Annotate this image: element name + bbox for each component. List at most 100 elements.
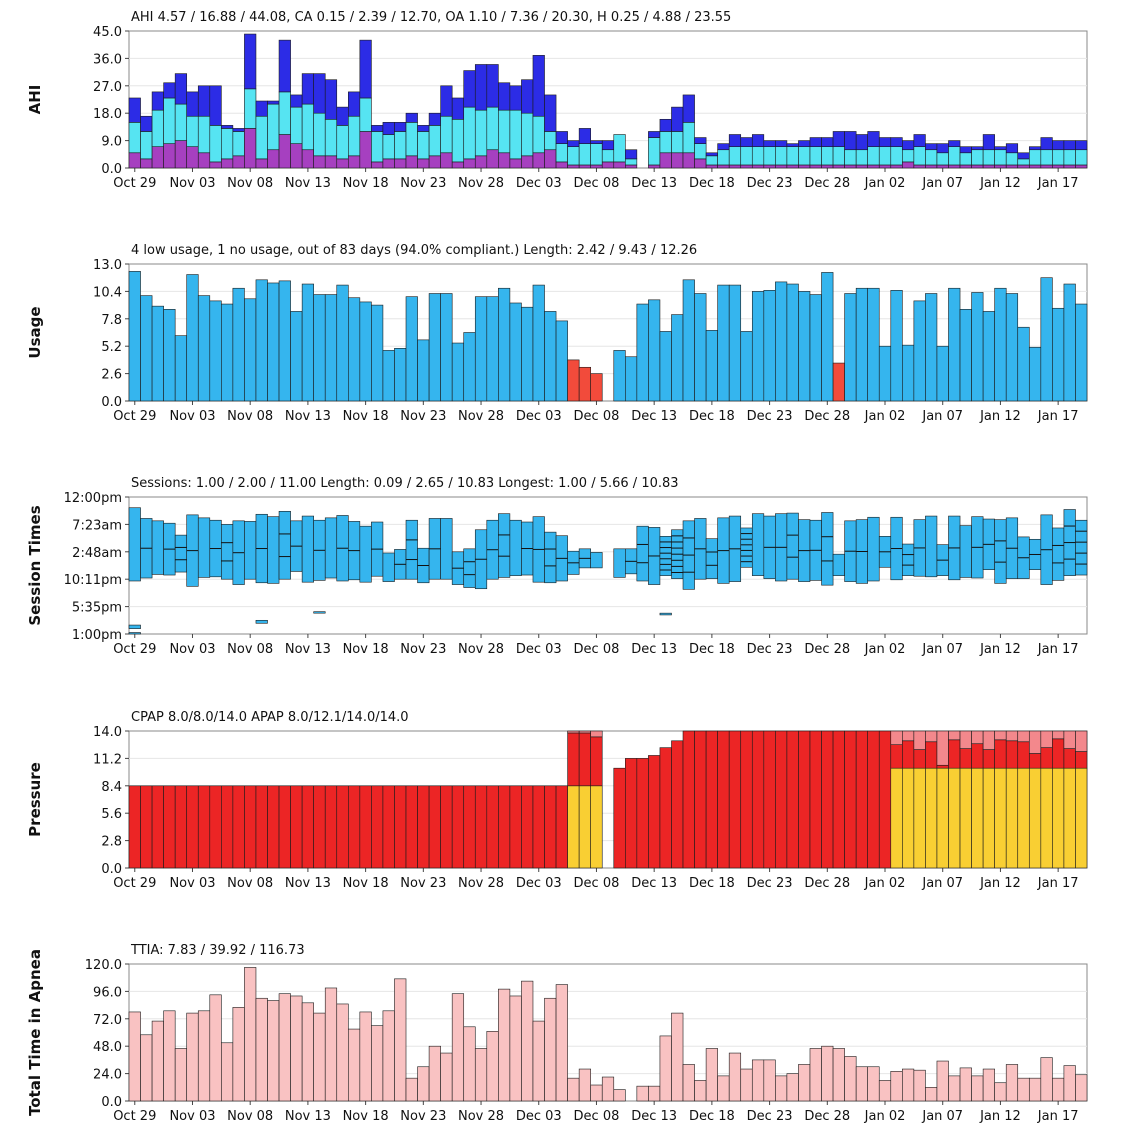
ttia-bar [301,1002,314,1102]
ttia-bar [232,1007,245,1102]
pressure-cpap-bar [290,785,303,869]
pressure-x-tick-label: Jan 02 [864,876,906,891]
ttia-bar [151,1020,164,1102]
ahi-ca-bar [278,134,291,169]
session-bar [751,513,765,576]
ttia-bar [128,1011,141,1102]
ahi-x-tick-label: Nov 28 [458,176,504,191]
pressure-cpap-bar [509,785,522,869]
ahi-y-tick-label: 45.0 [93,25,122,40]
ahi-oa-bar [359,97,372,132]
session-extra [255,619,268,624]
usage-bar [659,331,672,402]
pressure-cpap-bar [267,785,280,869]
ahi-h-bar [405,112,418,123]
ahi-oa-bar [809,146,822,166]
sessions-x-tick-label: Dec 13 [631,642,677,657]
usage-bar [371,304,384,402]
ahi-ca-bar [163,143,176,169]
usage-bar [521,306,534,402]
usage-y-tick-label: 2.6 [101,368,122,383]
ahi-oa-bar [544,131,557,151]
usage-bar [151,305,164,402]
usage-bar [140,295,153,402]
ttia-bar [717,1075,730,1102]
pressure-y-tick-label: 2.8 [101,835,122,850]
ahi-oa-bar [486,106,499,151]
session-bar [359,525,372,583]
pressure-cpap-bar [763,730,776,869]
ahi-h-bar [486,64,499,108]
usage-bar [186,274,199,402]
ahi-h-bar [994,146,1007,151]
pressure-cpap-bar [371,785,384,869]
ahi-oa-bar [451,118,465,163]
ahi-h-bar [163,82,176,99]
ahi-oa-bar [336,125,349,160]
ttia-y-tick-label: 0.0 [101,1095,122,1110]
ahi-ca-bar [197,152,211,169]
pressure-apap-min-bar [590,785,603,869]
ahi-ca-bar [844,164,857,169]
usage-x-tick-label: Jan 07 [921,409,963,424]
ahi-x-tick-label: Oct 29 [113,176,156,191]
pressure-apap-min-bar [1063,767,1076,869]
ahi-oa-bar [971,149,984,166]
session-bar [1052,527,1065,581]
session-bar [301,515,314,583]
usage-x-tick-label: Jan 17 [1037,409,1079,424]
session-bar [544,531,557,584]
usage-bar [324,294,338,402]
pressure-apap-min-bar [1005,767,1019,869]
ttia-x-tick-label: Dec 08 [574,1109,620,1124]
pressure-apap-min-bar [959,767,972,869]
pressure-apap-p95-bar [936,764,949,769]
sessions-x-tick-label: Jan 07 [921,642,963,657]
ahi-h-bar [682,94,695,123]
ahi-oa-bar [601,149,615,163]
ahi-y-tick-label: 27.0 [93,80,122,95]
pressure-x-tick-label: Jan 12 [979,876,1021,891]
ahi-h-bar [521,79,534,114]
ahi-ca-bar [382,158,395,169]
session-bar [267,516,280,584]
pressure-apap-p95-bar [1028,753,1042,769]
ahi-ca-bar [348,155,361,169]
pressure-bars [128,730,1088,869]
ahi-ca-bar [798,164,811,169]
ahi-oa-bar [728,146,742,166]
session-bar [902,543,915,576]
ttia-bar [209,994,222,1102]
usage-bar [855,287,868,402]
ttia-bar [809,1048,822,1102]
pressure-apap-p95-bar [971,743,984,769]
pressure-apap-p95-bar [890,744,903,769]
pressure-cpap-bar [855,730,868,869]
pressure-x-tick-label: Dec 13 [631,876,677,891]
ahi-oa-bar [1017,158,1030,166]
ahi-h-bar [498,82,511,111]
ahi-h-bar [763,140,776,147]
ttia-y-tick-label: 48.0 [93,1040,122,1055]
ahi-y-tick-label: 18.0 [93,107,122,122]
ahi-h-bar [1028,146,1042,151]
ahi-oa-bar [671,131,684,154]
ahi-h-bar [913,134,926,147]
usage-bar [290,311,303,402]
usage-bar [313,294,326,402]
ttia-bar [867,1066,880,1102]
session-extra [313,611,326,614]
ttia-bar [1028,1077,1042,1102]
ttia-bar [913,1069,926,1102]
ttia-bar [474,1048,488,1102]
ahi-oa-bar [625,158,638,166]
ttia-bar [959,1067,972,1102]
pressure-apap-max-bar [1040,730,1053,748]
sessions-y-tick-label: 2:48am [72,546,122,561]
ahi-ca-bar [428,155,441,169]
sessions-x-tick-label: Dec 18 [689,642,735,657]
pressure-cpap-bar [186,785,199,869]
ahi-ca-bar [301,149,314,169]
usage-bar [544,311,557,402]
ttia-bar [255,997,268,1102]
